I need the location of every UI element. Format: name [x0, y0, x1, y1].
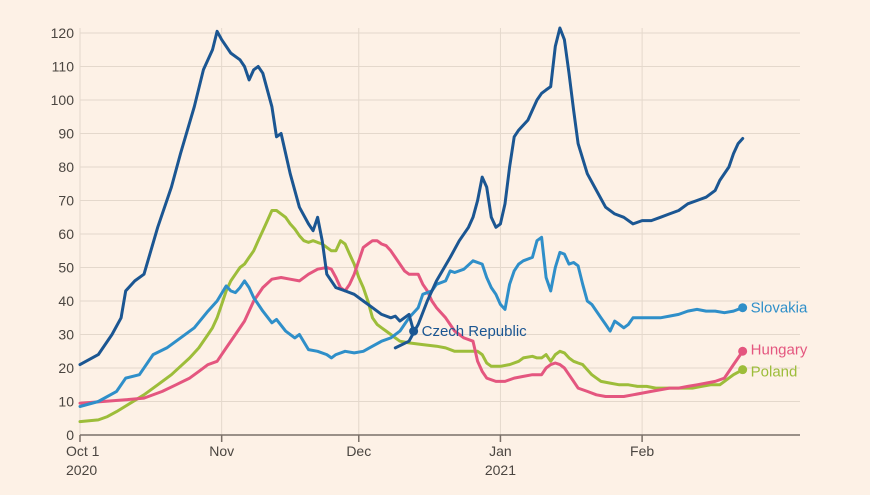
end-marker-slovakia — [738, 303, 748, 313]
y-tick-label: 50 — [58, 260, 74, 276]
series-line-slovakia — [78, 235, 745, 408]
series-line-czech-republic-recovery — [393, 26, 745, 350]
y-tick-label: 100 — [51, 92, 75, 108]
x-tick-label: Feb — [630, 443, 654, 459]
x-axis-ticks: Oct 1 2020 Nov Dec Jan 2021 Feb — [66, 443, 654, 478]
y-tick-label: 80 — [58, 159, 74, 175]
x-tick-year: 2020 — [66, 462, 97, 478]
y-tick-label: 70 — [58, 193, 74, 209]
series-label-layer: Czech Republic Slovakia Hungary Poland — [409, 300, 808, 381]
y-tick-label: 30 — [58, 327, 74, 343]
x-tick-label: Dec — [346, 443, 371, 459]
series-label-slovakia: Slovakia — [751, 300, 808, 317]
y-tick-label: 20 — [58, 360, 74, 376]
grid-layer — [79, 28, 800, 442]
series-label-hungary: Hungary — [751, 341, 808, 358]
series-layer — [78, 26, 745, 424]
y-tick-label: 0 — [66, 427, 74, 443]
y-tick-label: 10 — [58, 394, 74, 410]
y-tick-label: 90 — [58, 126, 74, 142]
series-label-poland: Poland — [751, 364, 798, 381]
series-line-czech-republic — [78, 29, 416, 367]
end-marker-poland — [738, 365, 748, 375]
y-tick-label: 40 — [58, 293, 74, 309]
x-tick-label: Jan — [489, 443, 512, 459]
series-line-hungary — [78, 239, 745, 405]
y-axis-ticks: 0 10 20 30 40 50 60 70 80 90 100 110 120 — [51, 25, 75, 443]
y-tick-label: 120 — [51, 25, 75, 41]
y-tick-label: 60 — [58, 226, 74, 242]
x-tick-label: Nov — [209, 443, 234, 459]
series-label-czech-republic: Czech Republic — [422, 323, 528, 340]
end-marker-czech-republic — [409, 326, 419, 336]
series-line-poland — [78, 209, 745, 424]
x-tick-label: Oct 1 — [66, 443, 100, 459]
y-tick-label: 110 — [52, 59, 75, 75]
end-marker-hungary — [738, 346, 748, 356]
x-tick-year: 2021 — [485, 462, 516, 478]
